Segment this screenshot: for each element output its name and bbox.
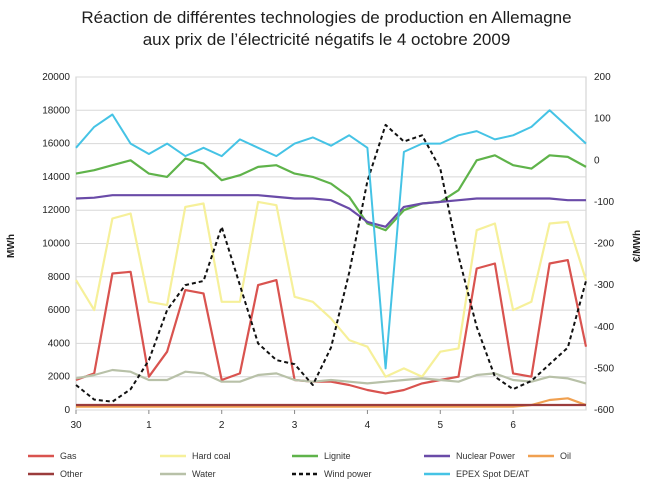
x-tick-label: 1 — [146, 420, 152, 431]
series-line-nuclear-power — [75, 194, 586, 228]
y-tick-label: 12000 — [42, 205, 70, 216]
y2-tick-label: 0 — [594, 155, 600, 166]
y-tick-label: 16000 — [42, 139, 70, 150]
x-tick-label: 4 — [365, 420, 371, 431]
legend-label-nuclear-power: Nuclear Power — [456, 451, 515, 461]
legend-label-epex-spot-de-at: EPEX Spot DE/AT — [456, 469, 530, 479]
y-axis-right: -600 -500 -400 -300 -200 -100 0 100 200 — [594, 72, 614, 416]
y2-tick-label: -100 — [594, 197, 614, 208]
y-axis-left: 0 2000 4000 6000 8000 10000 12000 14000 16000 180… — [42, 72, 70, 416]
legend-label-hard-coal: Hard coal — [192, 451, 231, 461]
gridlines — [76, 76, 586, 411]
y-tick-label: 10000 — [42, 239, 70, 250]
legend-label-wind-power: Wind power — [324, 469, 372, 479]
series-line-wind-power — [75, 123, 587, 403]
series-line-water — [75, 368, 587, 385]
y2-tick-label: -300 — [594, 280, 614, 291]
y2-tick-label: -400 — [594, 322, 614, 333]
y2-tick-label: 200 — [594, 72, 611, 83]
y2-axis-label: €/MWh — [632, 230, 643, 262]
y-tick-label: 18000 — [42, 105, 70, 116]
y-tick-label: 8000 — [48, 272, 71, 283]
y-tick-label: 6000 — [48, 305, 71, 316]
series-lines — [75, 109, 588, 408]
chart-title-line-2: aux prix de l’électricité négatifs le 4 … — [142, 30, 511, 49]
series-line-hard-coal — [75, 200, 588, 378]
legend: Gas Hard coal Lignite Nuclear Power Oil Other… — [28, 451, 571, 479]
x-tick-label: 2 — [219, 420, 225, 431]
y-tick-label: 2000 — [48, 372, 71, 383]
y-tick-label: 4000 — [48, 338, 71, 349]
y2-tick-label: -200 — [594, 239, 614, 250]
legend-label-gas: Gas — [60, 451, 77, 461]
legend-label-water: Water — [192, 469, 216, 479]
y-tick-label: 0 — [64, 405, 70, 416]
y2-tick-label: -500 — [594, 363, 614, 374]
legend-label-other: Other — [60, 469, 83, 479]
x-tick-label: 5 — [438, 420, 444, 431]
y2-tick-label: 100 — [594, 114, 611, 125]
series-line-oil — [76, 397, 587, 408]
x-tick-label: 30 — [70, 420, 82, 431]
series-line-lignite — [75, 154, 587, 232]
y2-tick-label: -600 — [594, 405, 614, 416]
series-line-gas — [75, 259, 588, 395]
chart-title-line-1: Réaction de différentes technologies de … — [81, 8, 572, 27]
legend-label-oil: Oil — [560, 451, 571, 461]
y-tick-label: 14000 — [42, 172, 70, 183]
legend-label-lignite: Lignite — [324, 451, 351, 461]
y-tick-label: 20000 — [42, 72, 70, 83]
y-axis-label: MWh — [6, 234, 17, 258]
x-tick-label: 3 — [292, 420, 298, 431]
x-tick-label: 6 — [510, 420, 516, 431]
series-line-epex-spot-de-at — [75, 109, 587, 370]
x-axis: 30 1 2 3 4 5 6 — [70, 410, 516, 431]
